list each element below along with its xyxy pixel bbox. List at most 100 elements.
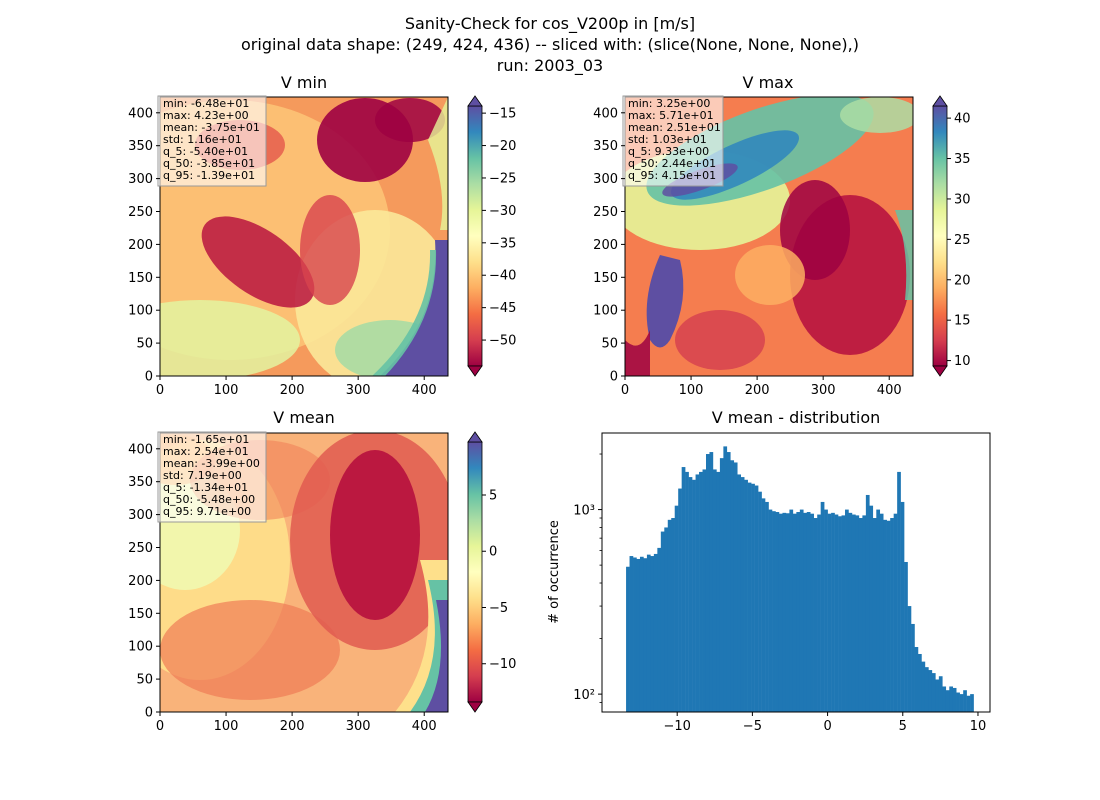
hist-bar: [872, 518, 877, 712]
hist-bar: [928, 670, 933, 712]
vmax-stat-min: min: 3.25e+00: [628, 97, 710, 110]
panel-hist-title: V mean - distribution: [712, 408, 881, 427]
hist-bar: [754, 485, 759, 712]
vmean-stat-std: std: 7.19e+00: [163, 469, 242, 482]
hist-bar: [858, 518, 863, 712]
hist-bar: [765, 501, 769, 712]
vmax-ytick-label: 350: [593, 139, 618, 154]
hist-bar: [831, 512, 835, 712]
vmean-ytick-label: 300: [128, 508, 153, 523]
vmean-xtick-label: 300: [346, 719, 371, 734]
hist-bar: [970, 694, 974, 712]
vmin-xtick-label: 100: [214, 383, 239, 398]
vmax-cbar-tick-label: 15: [954, 314, 971, 329]
vmean-stats-box: min: -1.65e+01 max: 2.54e+01 mean: -3.99…: [157, 431, 267, 523]
vmean-xtick-label: 200: [280, 719, 305, 734]
vmin-stat-q5: q_5: -5.40e+01: [163, 145, 248, 158]
panel-vmax-title: V max: [743, 73, 794, 92]
vmin-stat-q50: q_50: -3.85e+01: [163, 157, 255, 170]
hist-bar: [945, 690, 950, 712]
hist-bar: [838, 516, 842, 712]
hist-bar: [911, 623, 915, 712]
hist-bar: [716, 471, 721, 712]
hist-bar: [667, 519, 672, 712]
vmin-heatmap: [160, 97, 448, 376]
vmax-stats-box: min: 3.25e+00 max: 5.71e+01 mean: 2.51e+…: [622, 95, 724, 187]
hist-bar: [792, 513, 797, 712]
vmax-cbar-tick-label: 25: [954, 233, 971, 248]
vmean-stat-q95: q_95: 9.71e+00: [163, 505, 251, 518]
vmax-xtick-label: 200: [745, 383, 770, 398]
vmax-cbar-tick-label: 10: [954, 354, 971, 369]
vmax-xtick-label: 400: [877, 383, 902, 398]
hist-xtick-label: 0: [823, 719, 831, 734]
vmax-xtick-label: 300: [811, 383, 836, 398]
hist-bar: [660, 531, 665, 712]
vmin-axes-frame: [159, 96, 449, 377]
hist-bar: [664, 527, 669, 712]
hist-bar: [963, 690, 967, 712]
hist-bar: [949, 686, 954, 712]
hist-bar: [886, 520, 891, 712]
vmin-cbar-tick-label: −25: [489, 171, 516, 186]
vmin-cbar-tick-label: −20: [489, 139, 516, 154]
hist-bar: [678, 488, 682, 712]
vmean-y-axis: 0 50 100 150 200 250 300 350 400: [128, 442, 160, 721]
hist-ylabel: # of occurrence: [547, 520, 562, 624]
hist-bar: [646, 554, 651, 712]
vmean-axes-frame: [159, 432, 449, 713]
vmean-colorbar-gradient: [467, 441, 483, 703]
vmax-xtick-label: 100: [679, 383, 704, 398]
vmin-colorbar: −50 −45 −40 −35 −30 −25 −20 −15: [467, 95, 516, 377]
vmax-xtick-label: 0: [621, 383, 629, 398]
vmax-ytick-label: 200: [593, 238, 618, 253]
vmin-xtick-label: 200: [280, 383, 305, 398]
vmax-ytick-label: 100: [593, 304, 618, 319]
vmin-x-axis: 0 100 200 300 400: [156, 376, 437, 398]
hist-bar: [758, 491, 762, 712]
hist-bar: [712, 469, 717, 712]
hist-bar: [935, 679, 940, 712]
hist-bar: [817, 514, 821, 712]
vmin-stat-q95: q_95: -1.39e+01: [163, 169, 255, 182]
hist-bar: [813, 518, 818, 712]
hist-y-axis: 10² 10³: [573, 453, 602, 703]
hist-bar: [827, 513, 832, 712]
vmin-ytick-label: 350: [128, 139, 153, 154]
hist-xtick-label: 5: [899, 719, 907, 734]
hist-bar: [865, 494, 870, 712]
figure-title-line-1: Sanity-Check for cos_V200p in [m/s]: [405, 14, 695, 34]
hist-bar: [785, 513, 790, 712]
vmean-stat-q50: q_50: -5.48e+00: [163, 493, 255, 506]
vmean-colorbar-extend-max: [467, 431, 483, 443]
hist-bar: [921, 661, 926, 712]
hist-bar: [768, 509, 773, 712]
hist-bar: [685, 471, 689, 712]
hist-bar: [799, 509, 804, 712]
vmin-ytick-label: 300: [128, 172, 153, 187]
figure-title-line-3: run: 2003_03: [497, 56, 603, 76]
vmin-stat-mean: mean: -3.75e+01: [163, 121, 260, 134]
hist-bars: [626, 446, 974, 712]
hist-bar: [959, 694, 964, 712]
hist-bar: [938, 676, 943, 712]
vmean-ytick-label: 400: [128, 442, 153, 457]
vmax-stat-max: max: 5.71e+01: [628, 109, 714, 122]
vmin-cbar-tick-label: −15: [489, 107, 516, 122]
vmax-colorbar-gradient: [932, 105, 948, 367]
vmin-stat-std: std: 1.16e+01: [163, 133, 242, 146]
vmin-stat-min: min: -6.48e+01: [163, 97, 249, 110]
hist-bar: [751, 483, 755, 712]
hist-bar: [789, 509, 794, 712]
vmax-colorbar-extend-min: [932, 365, 948, 377]
hist-bar: [907, 606, 912, 712]
vmax-ytick-label: 150: [593, 271, 618, 286]
vmean-cbar-tick-label: 5: [489, 488, 497, 503]
hist-bar: [775, 512, 780, 712]
hist-bar: [897, 471, 901, 712]
panel-vmean: V mean min: -1.65e+01 max: 2.54e+01 mean…: [128, 408, 516, 734]
vmean-ytick-label: 100: [128, 640, 153, 655]
hist-bar: [633, 557, 637, 712]
vmax-ytick-label: 250: [593, 205, 618, 220]
hist-bar: [820, 501, 825, 712]
